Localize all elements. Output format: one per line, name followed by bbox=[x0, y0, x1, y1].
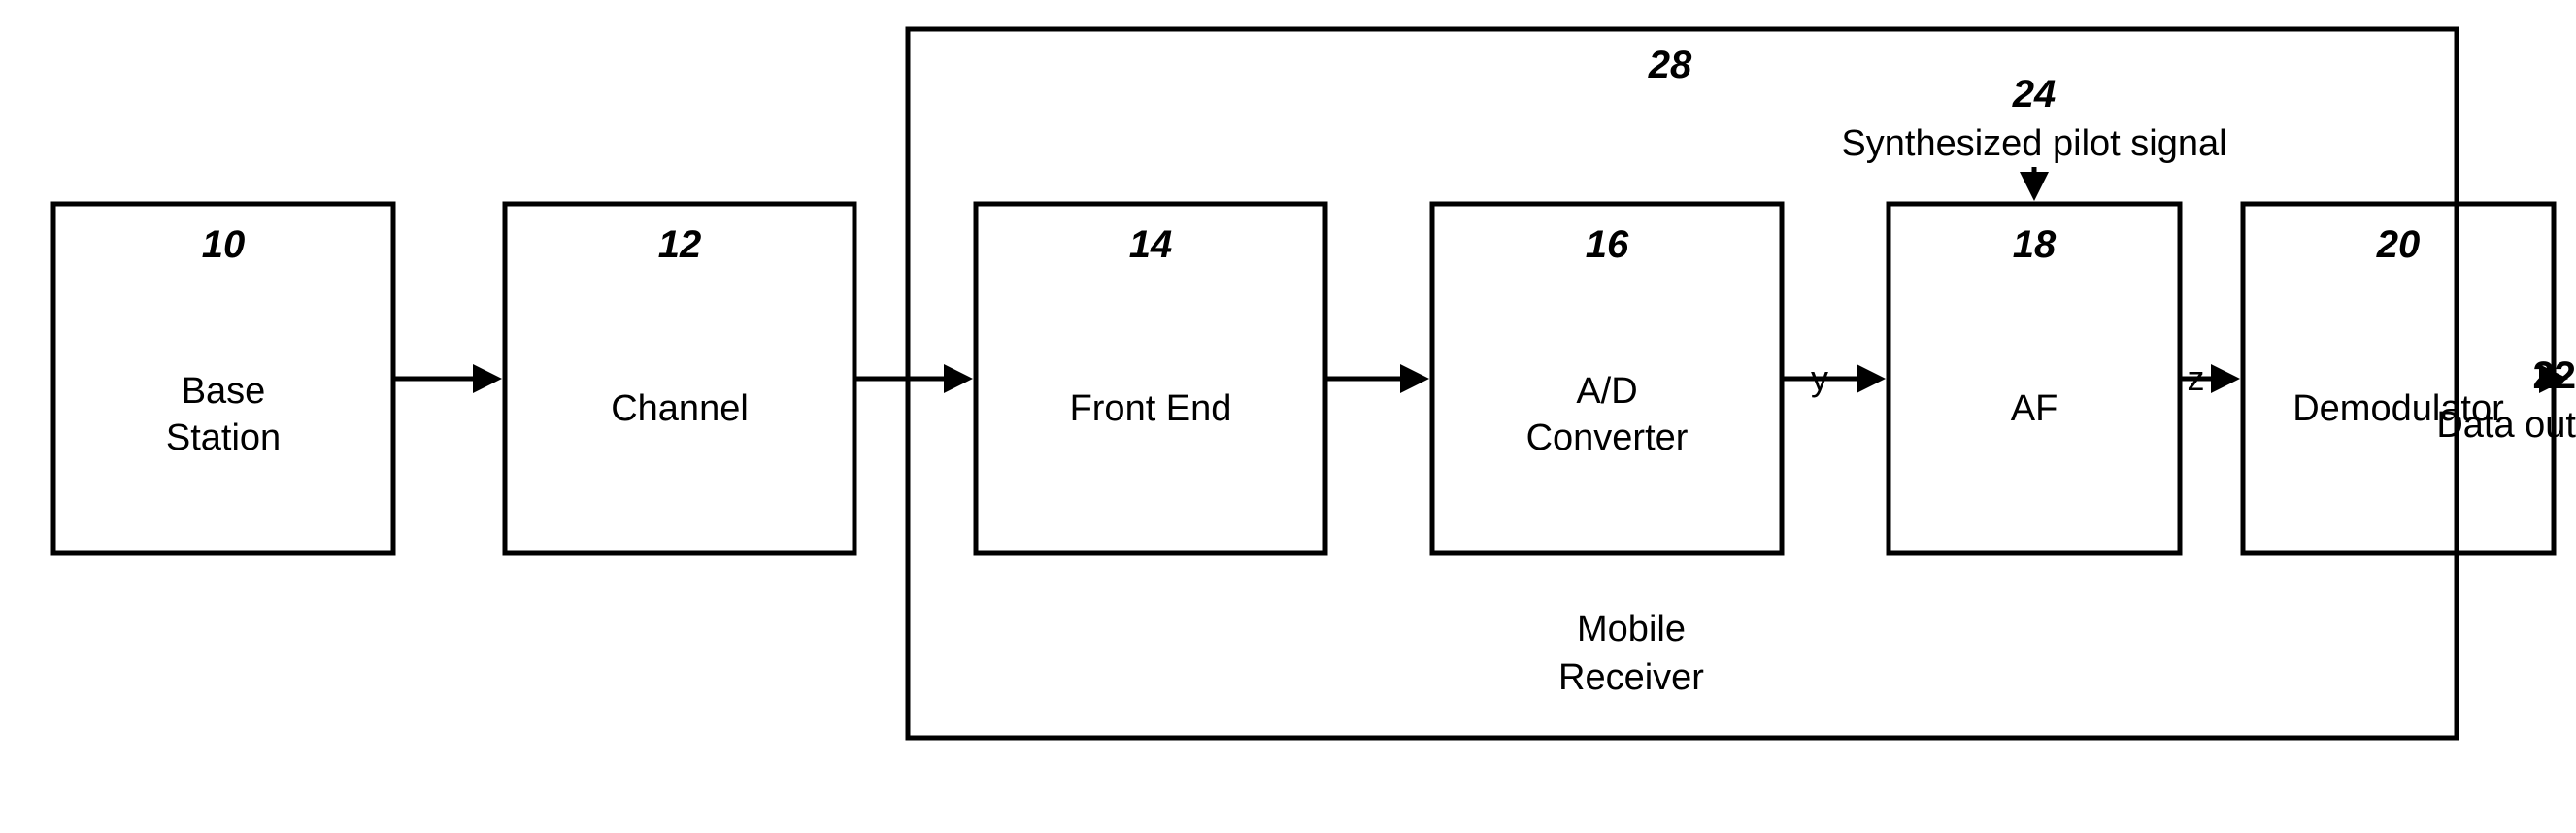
block-label-b18: AF bbox=[2011, 388, 2058, 429]
signal-label-z: z bbox=[2188, 358, 2205, 398]
block-number-b16: 16 bbox=[1586, 223, 1629, 266]
block-number-b14: 14 bbox=[1129, 223, 1173, 266]
container-label-1: Mobile bbox=[1577, 609, 1686, 650]
block-label-b10: Base bbox=[182, 371, 266, 412]
pilot-number: 24 bbox=[2012, 73, 2057, 116]
block-number-b18: 18 bbox=[2013, 223, 2057, 266]
block-number-b20: 20 bbox=[2376, 223, 2421, 266]
container-number: 28 bbox=[1648, 44, 1692, 86]
block-label-b14: Front End bbox=[1070, 388, 1232, 429]
block-diagram: 28 Mobile Receiver 24 Synthesized pilot … bbox=[0, 0, 2576, 833]
pilot-label: Synthesized pilot signal bbox=[1841, 123, 2226, 164]
output-number: 22 bbox=[2533, 354, 2576, 397]
signal-label-y: y bbox=[1811, 358, 1828, 398]
output-label: Data out bbox=[2436, 405, 2576, 446]
block-label2-b16: Converter bbox=[1526, 417, 1689, 458]
container-label-2: Receiver bbox=[1558, 657, 1704, 698]
block-label-b12: Channel bbox=[611, 388, 749, 429]
block-label2-b10: Station bbox=[166, 417, 281, 458]
block-number-b12: 12 bbox=[658, 223, 702, 266]
block-label-b16: A/D bbox=[1576, 371, 1637, 412]
block-number-b10: 10 bbox=[202, 223, 246, 266]
